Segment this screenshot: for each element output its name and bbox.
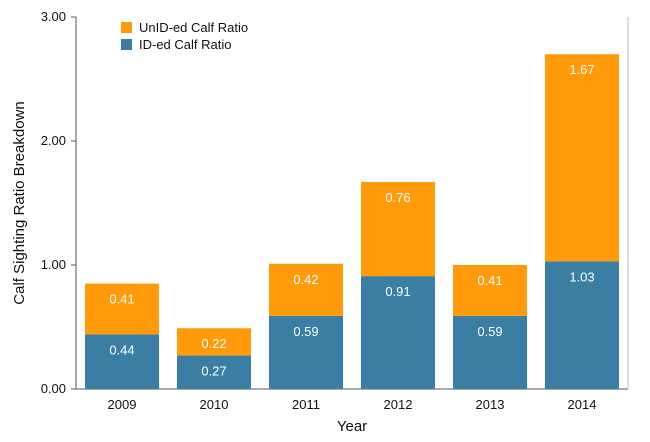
legend-swatch bbox=[121, 22, 132, 33]
data-label-unid-ed-2010: 0.22 bbox=[201, 336, 226, 351]
legend: UnID-ed Calf Ratio ID-ed Calf Ratio bbox=[121, 20, 248, 52]
x-tick-label: 2010 bbox=[200, 397, 229, 412]
data-label-unid-ed-2011: 0.42 bbox=[293, 272, 318, 287]
data-label-unid-ed-2009: 0.41 bbox=[109, 292, 134, 307]
data-label-id-ed-2009: 0.44 bbox=[109, 342, 134, 357]
legend-label: ID-ed Calf Ratio bbox=[139, 37, 231, 52]
x-tick-label: 2011 bbox=[292, 397, 320, 412]
data-label-unid-ed-2012: 0.76 bbox=[385, 190, 410, 205]
bar-unid-ed-2013 bbox=[453, 265, 527, 316]
x-axis-title: Year bbox=[337, 418, 367, 435]
data-label-id-ed-2013: 0.59 bbox=[477, 324, 502, 339]
x-tick-label: 2012 bbox=[384, 397, 413, 412]
data-label-id-ed-2011: 0.59 bbox=[293, 324, 318, 339]
y-tick-label: 0.00 bbox=[41, 381, 66, 396]
bar-id-ed-2013 bbox=[453, 315, 527, 389]
bar-unid-ed-2011 bbox=[269, 263, 343, 316]
data-label-unid-ed-2013: 0.41 bbox=[477, 273, 502, 288]
bar-id-ed-2011 bbox=[269, 315, 343, 389]
bar-unid-ed-2012 bbox=[361, 181, 435, 277]
bar-id-ed-2012 bbox=[361, 276, 435, 389]
bars-group: 0.44 0.41 0.27 0.22 0.59 0.42 0.91 0.76 0.59 0.41… bbox=[85, 54, 619, 389]
bar-id-ed-2010 bbox=[177, 355, 251, 389]
plot-frame bbox=[75, 17, 629, 390]
bar-unid-ed-2010 bbox=[177, 328, 251, 356]
legend-swatch bbox=[121, 39, 132, 50]
x-tick-label: 2009 bbox=[108, 397, 137, 412]
x-tick-label: 2013 bbox=[476, 397, 505, 412]
y-axis-ticks: 0.00 1.00 2.00 3.00 bbox=[41, 9, 76, 396]
y-tick-label: 2.00 bbox=[41, 133, 66, 148]
legend-label: UnID-ed Calf Ratio bbox=[139, 20, 248, 35]
x-tick-label: 2014 bbox=[568, 397, 597, 412]
x-axis-ticks: 2009 2010 2011 2012 2013 2014 bbox=[108, 397, 597, 412]
data-label-id-ed-2010: 0.27 bbox=[201, 364, 226, 379]
data-label-id-ed-2014: 1.03 bbox=[569, 269, 594, 284]
data-label-unid-ed-2014: 1.67 bbox=[569, 62, 594, 77]
y-axis-title: Calf Sighting Ratio Breakdown bbox=[11, 101, 28, 304]
bar-unid-ed-2009 bbox=[85, 283, 159, 335]
data-label-id-ed-2012: 0.91 bbox=[385, 284, 410, 299]
bar-id-ed-2009 bbox=[85, 334, 159, 389]
bar-unid-ed-2014 bbox=[545, 54, 619, 262]
y-tick-label: 1.00 bbox=[41, 257, 66, 272]
bar-id-ed-2014 bbox=[545, 261, 619, 389]
y-tick-label: 3.00 bbox=[41, 9, 66, 24]
